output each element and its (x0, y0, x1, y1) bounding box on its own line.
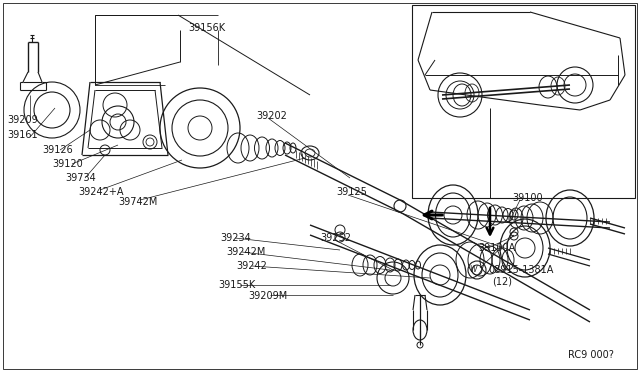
Text: 39252: 39252 (320, 233, 351, 243)
Text: 39209: 39209 (7, 115, 38, 125)
Bar (412, 5, 635, 198)
Text: 39734: 39734 (65, 173, 96, 183)
Text: W: W (469, 266, 477, 275)
Text: 39100A: 39100A (478, 243, 515, 253)
Text: 39242: 39242 (236, 261, 267, 271)
Text: 39209M: 39209M (248, 291, 287, 301)
Text: 39156K: 39156K (188, 23, 225, 33)
Text: 39126: 39126 (42, 145, 73, 155)
Text: 39155K: 39155K (218, 280, 255, 290)
Text: 39242+A: 39242+A (78, 187, 124, 197)
Text: 39202: 39202 (256, 111, 287, 121)
Text: 08915-1381A: 08915-1381A (488, 265, 554, 275)
Text: 39161: 39161 (7, 130, 38, 140)
Text: 39120: 39120 (52, 159, 83, 169)
Text: RC9 000?: RC9 000? (568, 350, 614, 360)
Text: 39234: 39234 (220, 233, 251, 243)
Text: 39742M: 39742M (118, 197, 157, 207)
Text: 39242M: 39242M (226, 247, 266, 257)
Text: (12): (12) (492, 276, 512, 286)
Text: 39125: 39125 (336, 187, 367, 197)
Text: 39100: 39100 (512, 193, 543, 203)
